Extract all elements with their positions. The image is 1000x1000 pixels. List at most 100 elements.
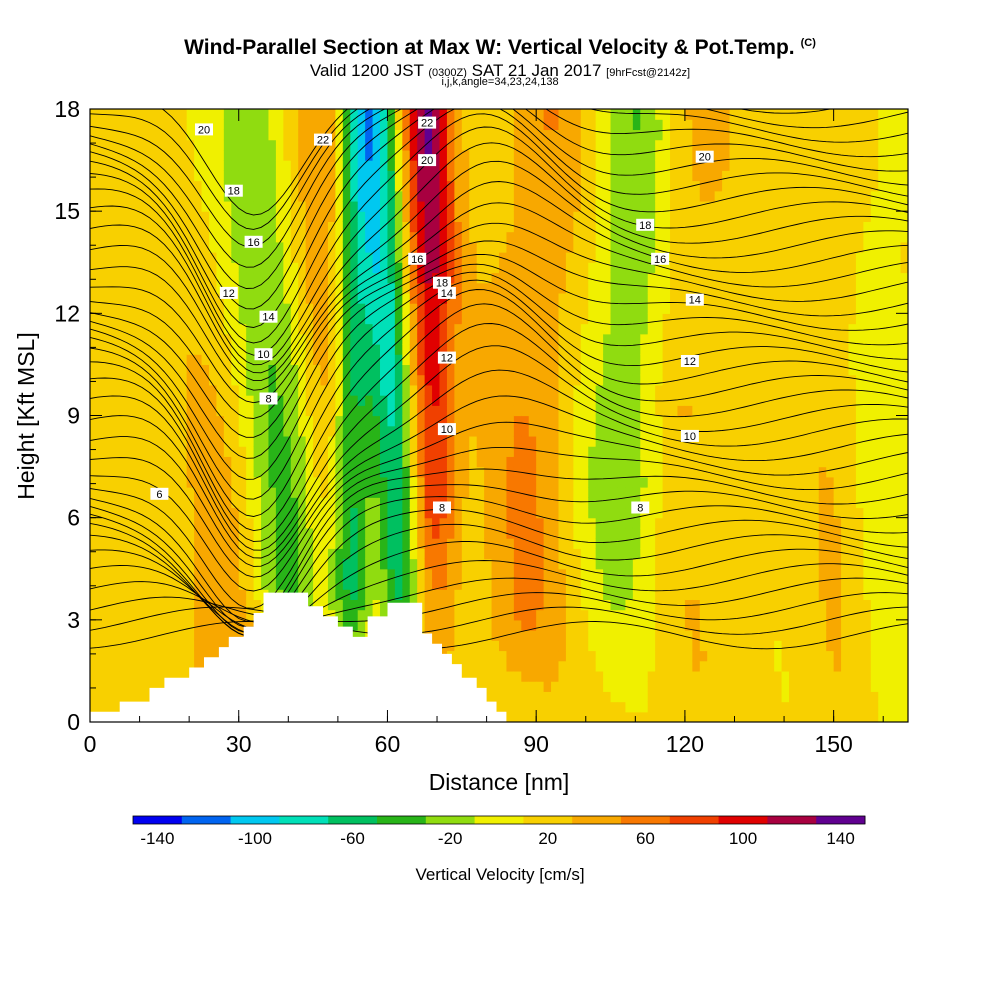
y-tick-label: 3 [67,607,80,633]
colorbar-tick-label: -140 [140,829,174,848]
contour-label: 18 [636,218,655,232]
contour-label: 18 [224,184,243,198]
y-tick-label: 15 [54,198,80,224]
contour-label-text: 12 [441,353,453,365]
contour-label-text: 20 [198,124,210,136]
contour-label-text: 16 [247,237,259,249]
colorbar-swatch [425,816,476,824]
colorbar-swatch [572,816,622,824]
contour-label: 20 [695,150,714,164]
contour-label-text: 10 [684,431,696,443]
contour-label: 12 [680,355,699,368]
contour-label: 14 [437,286,456,300]
contour-label-text: 14 [689,295,701,307]
contour-label-text: 20 [699,152,711,164]
colorbar-swatch [133,816,183,824]
contour-label-text: 22 [421,118,433,130]
colorbar-swatch [279,816,329,824]
contour-label: 10 [254,348,273,361]
colorbar-swatch [377,816,427,824]
contour-label-text: 18 [436,278,448,290]
y-tick-label: 6 [67,505,80,531]
contour-label-text: 16 [654,254,666,266]
contour-label-text: 12 [684,356,696,368]
contour-label: 10 [680,429,699,443]
contour-label-text: 20 [421,155,433,167]
colorbar-swatch [181,816,232,824]
contour-label: 8 [259,392,278,406]
contour-label-text: 6 [156,489,162,501]
colorbar-swatch [816,816,866,824]
y-tick-label: 9 [67,403,80,429]
colorbar-swatch [230,816,280,824]
valid-date: SAT 21 Jan 2017 [471,61,602,80]
contour-label: 16 [408,252,427,266]
y-tick-label: 0 [67,709,80,735]
x-tick-label: 90 [523,731,549,757]
contour-label: 8 [433,501,451,515]
x-tick-label: 30 [226,731,252,757]
colorbar-frame [132,815,866,825]
contour-label: 12 [437,351,456,365]
contour-label-text: 10 [441,424,453,436]
forecast-info: [9hrFcst@2142z] [606,67,691,79]
contour-label-text: 18 [228,186,240,198]
contour-label: 16 [244,235,263,249]
colorbar-tick-label: 100 [729,829,757,848]
colorbar-swatch [767,816,817,824]
valid-time: Valid 1200 JST [309,61,424,80]
colorbar-title: Vertical Velocity [cm/s] [415,865,584,884]
contour-label: 18 [433,276,451,290]
y-tick-label: 12 [54,300,80,326]
contour-label: 6 [150,487,169,501]
colorbar-swatch [718,816,768,824]
contour-label-text: 22 [317,135,329,147]
contour-label-text: 14 [262,312,274,324]
x-tick-label: 60 [375,731,401,757]
terrain [90,592,507,722]
colorbar-swatch [669,816,720,824]
colorbar-tick-label: -20 [438,829,463,848]
chart-subtitle: Valid 1200 JST (0300Z) SAT 21 Jan 2017 [… [0,61,1000,81]
colorbar-tick-label: 140 [826,829,854,848]
axes: 0 30 60 90 120 150 0 3 6 9 12 15 18 [54,96,908,757]
contour-labels: 2022181612141086222016181412108201816141… [150,116,714,515]
contour-label: 20 [418,154,437,167]
contour-label: 14 [259,310,278,324]
colorbar-swatch [621,816,671,824]
contour-label-text: 16 [411,254,423,266]
contour-label-text: 12 [223,288,235,300]
contour-label: 16 [651,252,670,266]
colorbar-swatch [328,816,378,824]
colorbar-tick-label: 60 [636,829,655,848]
contour-label: 8 [631,501,650,515]
contour-label-text: 14 [441,288,453,300]
utc-time: (0300Z) [428,67,467,79]
y-axis-label: Height [Kft MSL] [13,332,39,499]
x-tick-label: 120 [666,731,704,757]
y-tick-label: 18 [54,96,80,122]
vertical-velocity-field [90,109,908,722]
colorbar-tick-label: 20 [538,829,557,848]
colorbar-swatch [474,816,524,824]
contour-label: 14 [685,293,704,307]
contour-label: 22 [418,116,437,130]
contour-label: 12 [219,286,238,300]
x-tick-label: 150 [814,731,852,757]
contour-label-text: 8 [439,503,445,515]
colorbar-tick-label: -100 [238,829,272,848]
contour-label: 22 [314,133,332,147]
potential-temperature-contours [90,109,908,650]
grid-indices: i,j,k,angle=34,23,24,138 [441,76,559,88]
x-tick-label: 0 [84,731,97,757]
colorbar-tick-label: -60 [340,829,365,848]
contour-label-text: 8 [637,503,643,515]
colorbar: -140 -100 -60 -20 20 60 100 140 [132,815,866,848]
contour-label: 10 [437,423,456,436]
x-axis-label: Distance [nm] [429,769,570,795]
contour-label: 20 [195,123,213,136]
colorbar-swatch [523,816,573,824]
contour-label-text: 8 [265,394,271,406]
contour-label-text: 18 [639,220,651,232]
